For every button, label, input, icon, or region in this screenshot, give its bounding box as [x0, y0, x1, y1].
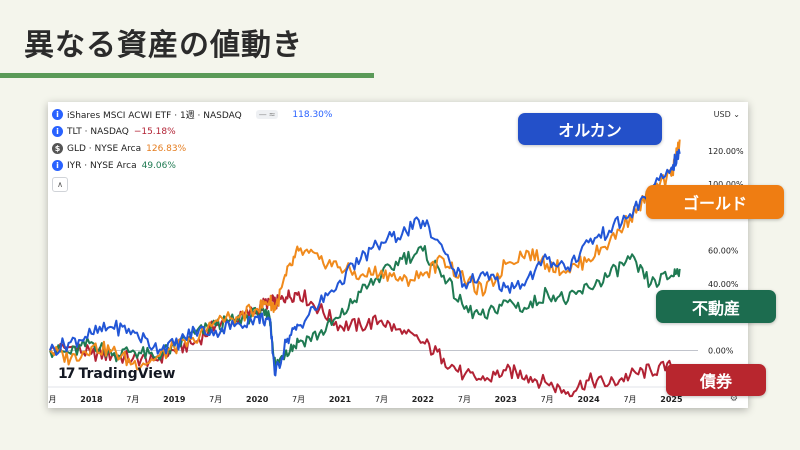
series-line-ishares-msci-acwi-etf [49, 148, 681, 377]
x-tick-label: 7月 [209, 395, 222, 404]
gear-icon[interactable]: ⚙ [729, 394, 738, 404]
info-icon: i [52, 126, 63, 137]
badge-reit-label: 不動産 [691, 298, 740, 318]
tradingview-mark-icon: 17 [58, 366, 76, 382]
y-tick-label: 40.00% [708, 280, 739, 289]
legend-main-value: 118.30% [292, 109, 333, 120]
chevron-up-icon[interactable]: ∧ [52, 177, 68, 192]
legend-item-label: IYR · NYSE Arca [67, 160, 137, 171]
legend-item-label: TLT · NASDAQ [67, 126, 129, 137]
x-tick-label: 2023 [495, 395, 517, 404]
y-tick-label: 100.00% [708, 180, 744, 189]
x-tick-label: 2021 [329, 395, 352, 404]
legend-item-gld[interactable]: $ GLD · NYSE Arca 126.83% [52, 140, 332, 157]
y-tick-label: 120.00% [708, 147, 744, 156]
badge-reit: 不動産 [656, 290, 776, 323]
x-tick-label: 7月 [375, 395, 388, 404]
legend-item-value: 49.06% [141, 160, 176, 171]
x-tick-label: 2025 [660, 395, 683, 404]
x-tick-label: 2022 [412, 395, 434, 404]
currency-selector[interactable]: USD ⌄ [714, 110, 740, 119]
y-tick-label: 0.00% [708, 346, 734, 355]
x-tick-label: 7月 [541, 395, 554, 404]
series-line-iyr [49, 245, 681, 369]
x-tick-label: 7月 [623, 395, 636, 404]
badge-acwi-label: オルカン [558, 121, 622, 140]
title-underline [0, 73, 374, 78]
tradingview-logo: 17 TradingView [58, 366, 175, 382]
info-icon: i [52, 109, 63, 120]
chart-plot[interactable]: 120.00%100.00%60.00%40.00%20.00%0.00%−20… [48, 102, 748, 408]
x-tick-label: 7月 [458, 395, 471, 404]
badge-bond-label: 債券 [699, 372, 732, 391]
tradingview-wordmark: TradingView [78, 366, 176, 382]
x-tick-label: 2020 [246, 395, 269, 404]
chart-card: 120.00%100.00%60.00%40.00%20.00%0.00%−20… [48, 102, 748, 408]
badge-bond: 債券 [666, 364, 766, 396]
legend-item-iyr[interactable]: i IYR · NYSE Arca 49.06% [52, 157, 332, 174]
legend-item-value: −15.18% [133, 126, 176, 137]
legend-controls[interactable]: — ≈ [255, 110, 279, 119]
badge-gold: ゴールド [646, 185, 784, 219]
page-title: 異なる資産の値動き [24, 28, 303, 63]
chevron-down-icon: ⌄ [733, 110, 740, 119]
badge-gold-label: ゴールド [682, 194, 747, 213]
legend-item-value: 126.83% [146, 143, 187, 154]
x-tick-label: 7月 [48, 395, 57, 404]
x-tick-label: 7月 [292, 395, 305, 404]
series-line-gld [49, 139, 681, 371]
chart-legend: i iShares MSCI ACWI ETF · 1週 · NASDAQ — … [52, 106, 332, 192]
legend-main-row[interactable]: i iShares MSCI ACWI ETF · 1週 · NASDAQ — … [52, 106, 332, 123]
legend-item-label: GLD · NYSE Arca [67, 143, 142, 154]
legend-item-tlt[interactable]: i TLT · NASDAQ −15.18% [52, 123, 332, 140]
y-tick-label: 60.00% [708, 247, 739, 256]
badge-acwi: オルカン [518, 113, 662, 145]
x-tick-label: 2024 [577, 395, 600, 404]
info-icon: i [52, 160, 63, 171]
x-tick-label: 7月 [126, 395, 139, 404]
x-tick-label: 2018 [80, 395, 103, 404]
dollar-icon: $ [52, 143, 63, 154]
legend-main-label: iShares MSCI ACWI ETF · 1週 · NASDAQ [67, 111, 242, 121]
x-tick-label: 2019 [163, 395, 186, 404]
wave-icon[interactable]: ≈ [268, 110, 276, 119]
hide-icon[interactable]: — [258, 110, 267, 119]
currency-label: USD [713, 110, 731, 119]
